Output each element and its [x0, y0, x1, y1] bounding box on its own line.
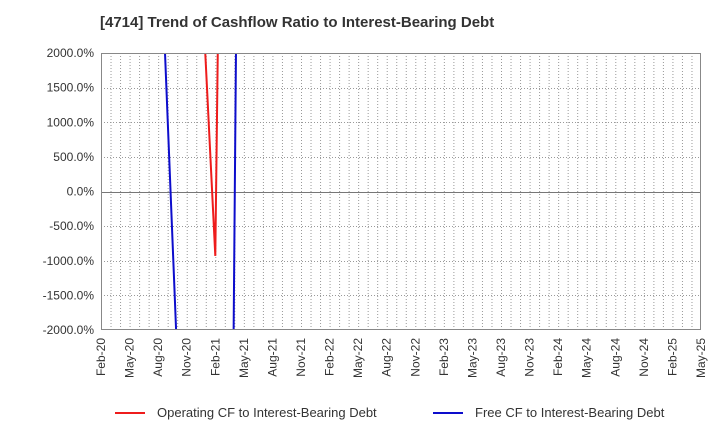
x-tick-label: Aug-22 — [380, 338, 394, 377]
series-line-1 — [164, 53, 237, 330]
legend-item-operating-cf: Operating CF to Interest-Bearing Debt — [115, 405, 377, 420]
x-tick-label: Nov-23 — [523, 338, 537, 377]
x-tick-label: May-24 — [580, 338, 594, 378]
x-tick-label: May-23 — [465, 338, 479, 378]
x-tick-label: Nov-24 — [637, 338, 651, 377]
legend-label-free-cf: Free CF to Interest-Bearing Debt — [475, 405, 665, 420]
x-tick-label: Aug-20 — [151, 338, 165, 377]
series-layer — [164, 53, 237, 330]
grid — [101, 53, 701, 330]
x-tick-label: May-21 — [237, 338, 251, 378]
y-axis: 2000.0% 1500.0% 1000.0% 500.0% 0.0% -500.0% -1… — [43, 46, 95, 337]
y-tick-label: 1500.0% — [47, 81, 95, 95]
x-tick-label: May-25 — [694, 338, 708, 378]
y-tick-label: 2000.0% — [47, 46, 95, 60]
plot-border-layer — [101, 53, 701, 330]
legend-swatch-operating-cf — [115, 411, 145, 414]
x-tick-label: Nov-20 — [180, 338, 194, 377]
x-tick-label: Feb-21 — [208, 338, 222, 376]
x-tick-label: Feb-20 — [94, 338, 108, 376]
y-tick-label: 0.0% — [67, 185, 95, 199]
x-tick-label: Aug-24 — [608, 338, 622, 377]
x-axis: Feb-20 May-20 Aug-20 Nov-20 Feb-21 May-21 Aug-… — [94, 338, 708, 378]
series-line-0 — [204, 53, 219, 256]
plot-border — [101, 53, 701, 330]
y-tick-label: -2000.0% — [43, 323, 95, 337]
chart-title: [4714] Trend of Cashflow Ratio to Intere… — [100, 14, 495, 31]
x-tick-label: Feb-24 — [551, 338, 565, 376]
y-tick-label: 1000.0% — [47, 115, 95, 129]
x-tick-label: Nov-21 — [294, 338, 308, 377]
x-tick-label: Feb-22 — [323, 338, 337, 376]
x-tick-label: Nov-22 — [408, 338, 422, 377]
x-tick-label: May-20 — [123, 338, 137, 378]
legend-item-free-cf: Free CF to Interest-Bearing Debt — [433, 405, 664, 420]
legend: Operating CF to Interest-Bearing Debt Fr… — [0, 405, 720, 425]
legend-label-operating-cf: Operating CF to Interest-Bearing Debt — [157, 405, 377, 420]
y-tick-label: -500.0% — [49, 219, 94, 233]
y-tick-label: 500.0% — [53, 150, 94, 164]
x-tick-label: Feb-25 — [665, 338, 679, 376]
x-tick-label: Aug-21 — [265, 338, 279, 377]
legend-swatch-free-cf — [433, 411, 463, 414]
x-tick-label: Aug-23 — [494, 338, 508, 377]
x-tick-label: May-22 — [351, 338, 365, 378]
y-tick-label: -1000.0% — [43, 254, 95, 268]
y-tick-label: -1500.0% — [43, 288, 95, 302]
x-tick-label: Feb-23 — [437, 338, 451, 376]
